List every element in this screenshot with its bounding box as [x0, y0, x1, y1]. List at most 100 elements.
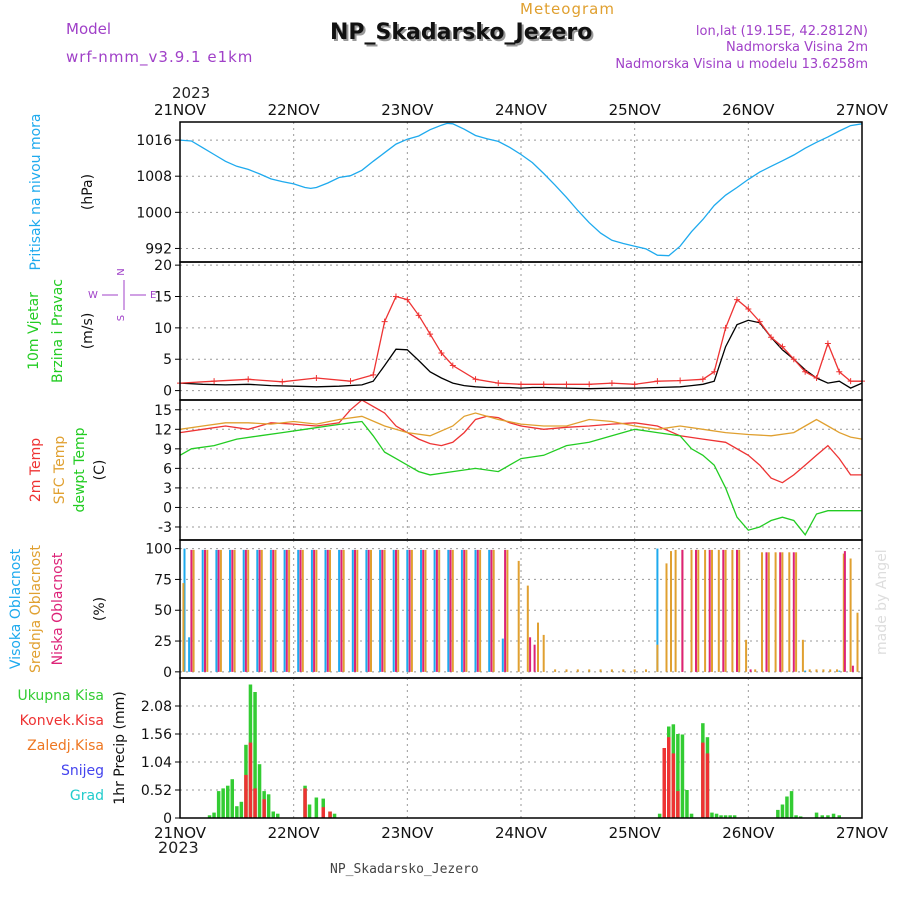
bar: [695, 549, 697, 672]
bar: [724, 549, 727, 672]
series-line: [179, 412, 863, 440]
compass-e: E: [150, 290, 156, 301]
bar: [422, 549, 425, 672]
bar: [351, 549, 354, 672]
precip-legend-1: Konvek.Kisa: [20, 713, 104, 729]
bar: [285, 549, 288, 672]
bar: [313, 549, 316, 672]
bar: [676, 791, 680, 818]
bar: [529, 637, 532, 672]
bar: [219, 549, 222, 672]
gust-marker: [495, 380, 502, 387]
y-tick-label: 1008: [136, 169, 172, 185]
bar: [395, 549, 397, 672]
bar: [731, 549, 734, 672]
bar: [657, 813, 662, 818]
y-tick-label: 12: [154, 422, 172, 438]
gust-marker: [745, 306, 752, 313]
series-temperature-2: [179, 420, 862, 536]
gust-marker: [427, 331, 434, 338]
bar: [260, 549, 263, 672]
bar: [820, 815, 824, 818]
precip-legend-3: Snijeg: [61, 763, 104, 779]
bar: [370, 549, 372, 672]
bar: [717, 549, 720, 672]
compass-rose-icon: [102, 280, 146, 310]
bar: [781, 552, 784, 672]
bar: [780, 804, 785, 818]
bar: [622, 669, 625, 672]
bar: [424, 549, 427, 672]
bar: [732, 815, 737, 818]
y-tick-label: 1.04: [141, 755, 172, 771]
gust-marker: [768, 334, 775, 341]
x-tick-top-3: 24NOV: [495, 101, 548, 119]
cloud-unit: (%): [92, 597, 108, 621]
bar: [645, 669, 647, 672]
bar: [258, 549, 261, 672]
temp2m-label: 2m Temp: [28, 438, 44, 502]
y-tick-label: 9: [163, 442, 172, 458]
bar: [338, 549, 341, 672]
bar: [506, 549, 509, 672]
gust-marker: [313, 375, 320, 382]
bar: [754, 669, 757, 672]
y-tick-label: 1016: [136, 133, 172, 149]
x-tick-top-6: 27NOV: [836, 101, 889, 119]
bar: [257, 764, 262, 818]
bar: [288, 549, 291, 672]
bar: [356, 549, 359, 672]
bar: [183, 548, 186, 672]
gust-marker: [756, 318, 763, 325]
bar: [492, 549, 495, 672]
bar: [383, 549, 386, 672]
y-tick-label: -3: [158, 520, 172, 536]
bar: [438, 549, 441, 672]
bar: [671, 753, 676, 818]
gust-marker: [245, 376, 252, 383]
y-tick-label: 15: [154, 403, 172, 419]
bar: [229, 549, 231, 672]
bar: [822, 669, 825, 672]
gust-marker: [438, 349, 445, 356]
bar: [843, 551, 846, 672]
y-tick-label: 75: [154, 572, 172, 588]
bar: [397, 549, 400, 672]
bar: [307, 804, 312, 818]
series-precip-1: [244, 737, 710, 818]
bar: [244, 774, 248, 818]
bar: [665, 563, 668, 672]
bar: [749, 669, 752, 672]
bar: [230, 779, 234, 818]
bar: [182, 583, 185, 672]
bar: [329, 549, 331, 672]
bar: [201, 549, 204, 672]
y-tick-label: 0: [163, 811, 172, 827]
gust-marker: [722, 324, 729, 331]
gust-marker: [381, 318, 388, 325]
bar: [283, 549, 286, 672]
bar: [216, 791, 221, 818]
x-tick-bottom-0: 21NOV: [154, 824, 207, 842]
low-cloud-label: Niska Oblacnost: [50, 552, 66, 665]
y-tick-label: 0: [163, 384, 172, 400]
y-tick-label: 100: [145, 542, 172, 558]
bar: [488, 549, 491, 672]
bar: [299, 549, 302, 672]
elevation-text: Nadmorska Visina 2m: [726, 40, 868, 55]
gust-marker: [586, 381, 593, 388]
bar: [808, 669, 811, 672]
bar: [226, 785, 230, 818]
bar: [231, 549, 234, 672]
bar: [297, 549, 300, 672]
bar: [776, 809, 780, 818]
gust-marker: [813, 375, 820, 382]
bar: [697, 549, 700, 672]
panel-frame: [179, 677, 863, 819]
bar: [354, 549, 356, 672]
footer-station: NP_Skadarsko_Jezero: [330, 862, 479, 877]
panel-precip: [175, 677, 863, 819]
bar: [588, 669, 591, 672]
gust-marker: [733, 296, 740, 303]
